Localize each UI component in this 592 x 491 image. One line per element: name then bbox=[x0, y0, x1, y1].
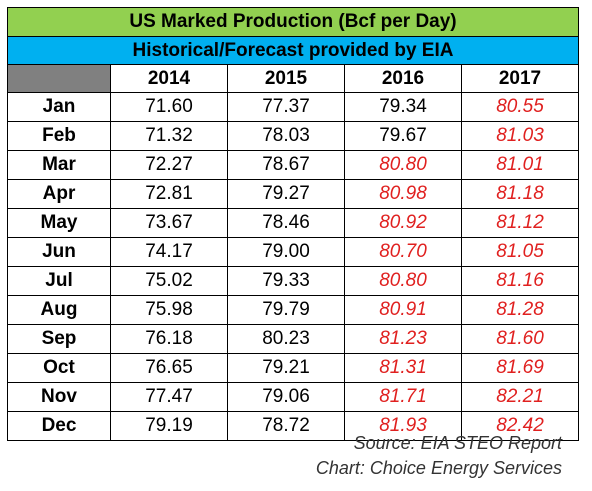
forecast-value-cell: 82.42 bbox=[461, 411, 579, 441]
production-table: US Marked Production (Bcf per Day) Histo… bbox=[7, 7, 579, 441]
forecast-value-cell: 81.23 bbox=[344, 324, 462, 354]
month-label: Sep bbox=[7, 324, 111, 354]
historical-value-cell: 73.67 bbox=[110, 208, 228, 238]
table-row: Jul 75.02 79.33 80.80 81.16 bbox=[7, 266, 579, 296]
month-label: Aug bbox=[7, 295, 111, 325]
historical-value-cell: 74.17 bbox=[110, 237, 228, 267]
forecast-value-cell: 82.21 bbox=[461, 382, 579, 412]
source-caption: Source: EIA STEO Report bbox=[353, 433, 562, 453]
forecast-value-cell: 80.55 bbox=[461, 92, 579, 122]
table-row: May 73.67 78.46 80.92 81.12 bbox=[7, 208, 579, 238]
column-header: 2015 bbox=[227, 64, 345, 93]
historical-value-cell: 72.27 bbox=[110, 150, 228, 180]
table-title: US Marked Production (Bcf per Day) bbox=[7, 7, 579, 37]
title-row: US Marked Production (Bcf per Day) bbox=[7, 7, 579, 37]
historical-value-cell: 75.02 bbox=[110, 266, 228, 296]
month-label: Jul bbox=[7, 266, 111, 296]
table-row: Feb 71.32 78.03 79.67 81.03 bbox=[7, 121, 579, 151]
historical-value-cell: 79.67 bbox=[344, 121, 462, 151]
forecast-value-cell: 81.05 bbox=[461, 237, 579, 267]
historical-value-cell: 76.65 bbox=[110, 353, 228, 383]
forecast-value-cell: 81.93 bbox=[344, 411, 462, 441]
month-label: Apr bbox=[7, 179, 111, 209]
forecast-value-cell: 80.98 bbox=[344, 179, 462, 209]
column-header: 2017 bbox=[461, 64, 579, 93]
historical-value-cell: 80.23 bbox=[227, 324, 345, 354]
historical-value-cell: 79.21 bbox=[227, 353, 345, 383]
historical-value-cell: 77.47 bbox=[110, 382, 228, 412]
column-header: 2016 bbox=[344, 64, 462, 93]
historical-value-cell: 79.00 bbox=[227, 237, 345, 267]
month-label: Jun bbox=[7, 237, 111, 267]
historical-value-cell: 79.27 bbox=[227, 179, 345, 209]
historical-value-cell: 75.98 bbox=[110, 295, 228, 325]
forecast-value-cell: 81.71 bbox=[344, 382, 462, 412]
historical-value-cell: 71.32 bbox=[110, 121, 228, 151]
table-body: US Marked Production (Bcf per Day) Histo… bbox=[7, 7, 579, 441]
forecast-value-cell: 81.60 bbox=[461, 324, 579, 354]
table-row: Nov 77.47 79.06 81.71 82.21 bbox=[7, 382, 579, 412]
month-label: Nov bbox=[7, 382, 111, 412]
month-label: Mar bbox=[7, 150, 111, 180]
forecast-value-cell: 81.16 bbox=[461, 266, 579, 296]
forecast-value-cell: 81.69 bbox=[461, 353, 579, 383]
historical-value-cell: 79.19 bbox=[110, 411, 228, 441]
historical-value-cell: 79.34 bbox=[344, 92, 462, 122]
table-row: Dec 79.19 78.72 81.93 82.42 bbox=[7, 411, 579, 441]
historical-value-cell: 77.37 bbox=[227, 92, 345, 122]
month-label: Oct bbox=[7, 353, 111, 383]
historical-value-cell: 78.72 bbox=[227, 411, 345, 441]
forecast-value-cell: 81.18 bbox=[461, 179, 579, 209]
forecast-value-cell: 80.80 bbox=[344, 266, 462, 296]
forecast-value-cell: 81.12 bbox=[461, 208, 579, 238]
forecast-value-cell: 80.91 bbox=[344, 295, 462, 325]
forecast-value-cell: 81.01 bbox=[461, 150, 579, 180]
table-row: Jan 71.60 77.37 79.34 80.55 bbox=[7, 92, 579, 122]
table-row: Apr 72.81 79.27 80.98 81.18 bbox=[7, 179, 579, 209]
header-row: 2014 2015 2016 2017 bbox=[7, 64, 579, 93]
table-subtitle: Historical/Forecast provided by EIA bbox=[7, 36, 579, 65]
historical-value-cell: 71.60 bbox=[110, 92, 228, 122]
forecast-value-cell: 80.80 bbox=[344, 150, 462, 180]
table-row: Jun 74.17 79.00 80.70 81.05 bbox=[7, 237, 579, 267]
historical-value-cell: 78.03 bbox=[227, 121, 345, 151]
forecast-value-cell: 80.70 bbox=[344, 237, 462, 267]
historical-value-cell: 79.33 bbox=[227, 266, 345, 296]
month-label: Dec bbox=[7, 411, 111, 441]
corner-cell bbox=[7, 64, 111, 93]
historical-value-cell: 79.06 bbox=[227, 382, 345, 412]
forecast-value-cell: 81.03 bbox=[461, 121, 579, 151]
month-label: Feb bbox=[7, 121, 111, 151]
table-row: Oct 76.65 79.21 81.31 81.69 bbox=[7, 353, 579, 383]
chart-credit-caption: Chart: Choice Energy Services bbox=[315, 458, 562, 478]
table-row: Aug 75.98 79.79 80.91 81.28 bbox=[7, 295, 579, 325]
historical-value-cell: 79.79 bbox=[227, 295, 345, 325]
historical-value-cell: 78.67 bbox=[227, 150, 345, 180]
month-label: May bbox=[7, 208, 111, 238]
subtitle-row: Historical/Forecast provided by EIA bbox=[7, 36, 579, 65]
historical-value-cell: 76.18 bbox=[110, 324, 228, 354]
column-header: 2014 bbox=[110, 64, 228, 93]
month-label: Jan bbox=[7, 92, 111, 122]
forecast-value-cell: 81.28 bbox=[461, 295, 579, 325]
historical-value-cell: 72.81 bbox=[110, 179, 228, 209]
forecast-value-cell: 80.92 bbox=[344, 208, 462, 238]
table-row: Sep 76.18 80.23 81.23 81.60 bbox=[7, 324, 579, 354]
forecast-value-cell: 81.31 bbox=[344, 353, 462, 383]
historical-value-cell: 78.46 bbox=[227, 208, 345, 238]
table-row: Mar 72.27 78.67 80.80 81.01 bbox=[7, 150, 579, 180]
